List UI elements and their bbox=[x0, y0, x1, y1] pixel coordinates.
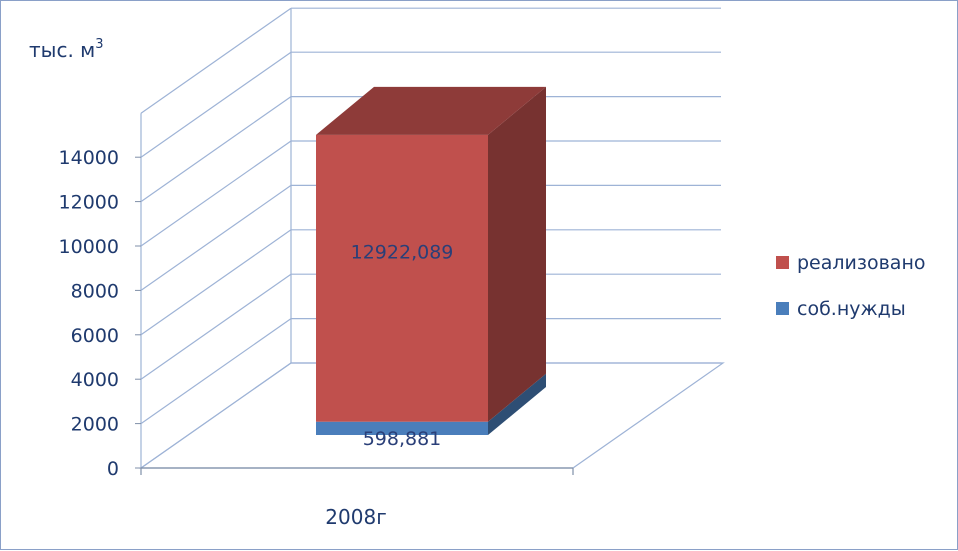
bar-top bbox=[316, 86, 546, 135]
bar-front-0 bbox=[316, 421, 488, 435]
y-axis-unit-label: тыс. м3 bbox=[29, 37, 104, 62]
legend: реализовано соб.нужды bbox=[776, 252, 926, 320]
bar-side-0 bbox=[488, 373, 546, 435]
bar-front-1 bbox=[316, 134, 488, 422]
y-tick-label: 10000 bbox=[59, 236, 119, 258]
y-tick-label: 2000 bbox=[71, 414, 119, 436]
gridline-diagonal bbox=[140, 229, 292, 336]
gridline-diagonal bbox=[140, 51, 292, 158]
y-tick-label: 4000 bbox=[71, 369, 119, 391]
y-tick-label: 0 bbox=[107, 458, 119, 480]
bar-stack: 598,881 12922,089 bbox=[316, 86, 546, 450]
data-label-0: 598,881 bbox=[363, 428, 442, 450]
legend-label-realized: реализовано bbox=[797, 252, 926, 274]
y-axis-ticks: 0 2000 4000 6000 8000 10000 12000 14000 bbox=[59, 147, 141, 480]
gridline-diagonal bbox=[140, 184, 292, 291]
legend-swatch-own-needs bbox=[776, 302, 789, 315]
y-tick-label: 12000 bbox=[59, 192, 119, 214]
chart-floor bbox=[139, 362, 725, 475]
bar-side-1 bbox=[488, 86, 546, 422]
y-tick-label: 14000 bbox=[59, 147, 119, 169]
gridline-diagonal bbox=[140, 140, 292, 247]
data-label-1: 12922,089 bbox=[351, 241, 454, 263]
gridline-diagonal bbox=[140, 318, 292, 425]
y-tick-label: 8000 bbox=[71, 280, 119, 302]
y-tick-label: 6000 bbox=[71, 325, 119, 347]
gridline-diagonal bbox=[140, 96, 292, 203]
x-category-label: 2008г bbox=[325, 505, 386, 529]
gridline-diagonal bbox=[140, 273, 292, 380]
unit-label-text: тыс. м bbox=[29, 38, 95, 62]
legend-swatch-realized bbox=[776, 256, 789, 269]
legend-label-own-needs: соб.нужды bbox=[797, 298, 906, 320]
gridline-diagonal bbox=[140, 7, 292, 114]
unit-superscript: 3 bbox=[95, 37, 103, 52]
